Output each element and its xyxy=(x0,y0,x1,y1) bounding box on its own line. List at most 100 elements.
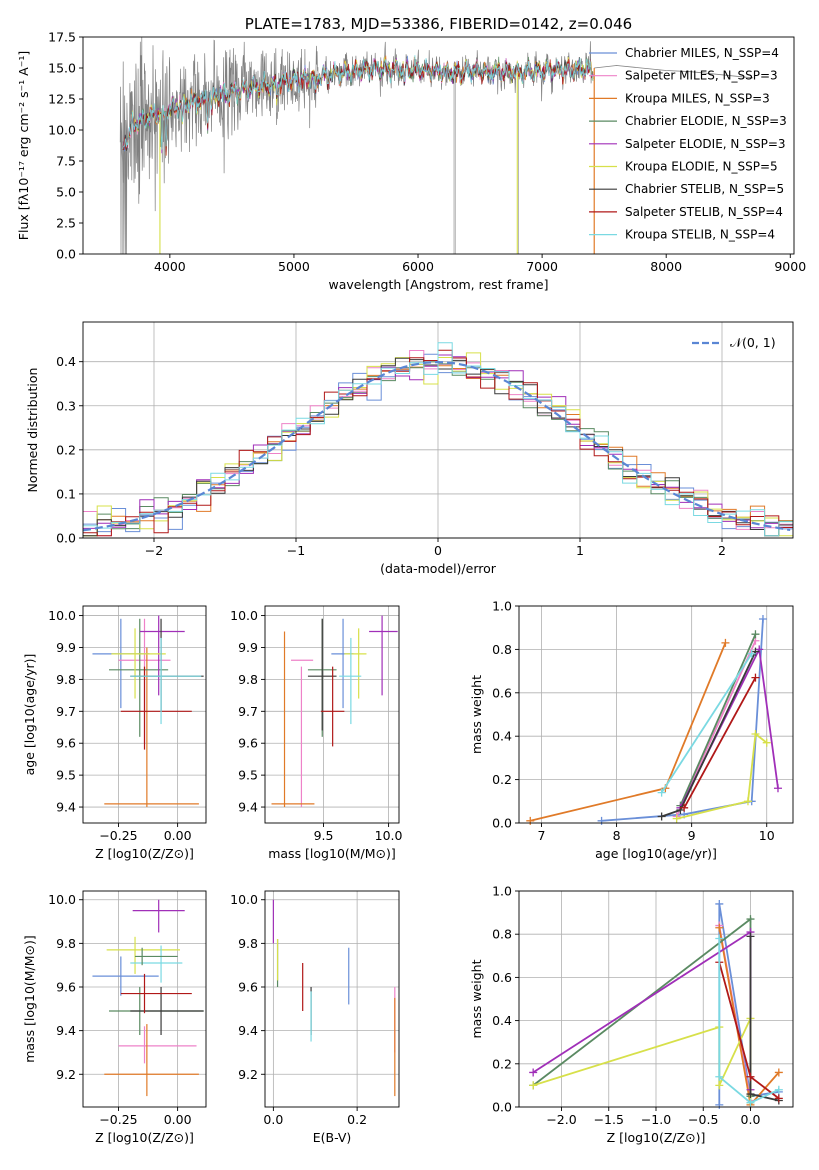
spectrum-ytick-label: 0.0 xyxy=(56,247,76,262)
age_vs_mass-ytick-label: 9.6 xyxy=(238,736,258,751)
mass_vs_Z-point-0 xyxy=(92,956,159,996)
weight_vs_Z-marker-7-2 xyxy=(774,1094,783,1103)
age_vs_Z-point-6 xyxy=(130,618,204,712)
residuals-ytick-label: 0.2 xyxy=(56,442,76,457)
spectrum-xlabel: wavelength [Angstrom, rest frame] xyxy=(328,277,548,292)
residual-histogram-8 xyxy=(83,342,793,537)
weight_vs_Z-marker-8-2 xyxy=(746,1098,755,1107)
mass_vs_Z-panel: −0.25 0.00 9.2 9.4 9.6 9.8 10.0 Z [log10(Z/Z⊙)]… xyxy=(22,890,207,1145)
residuals-panel: −2 −1 0 1 2 0.0 0.1 0.2 0.3 0.4 (data-model)/error… xyxy=(25,321,794,576)
age_vs_Z-frame xyxy=(82,605,207,824)
weight_vs_age-ylabel: mass weight xyxy=(469,675,484,754)
age_vs_mass-panel: 9.5 10.0 9.4 9.5 9.6 9.7 9.8 9.9 10.0 mass [log10… xyxy=(230,605,403,861)
weight_vs_age-marker-0-3 xyxy=(758,615,767,624)
spectrum-ytick-label: 15.0 xyxy=(48,61,76,76)
weight_vs_Z-xtick-label: −1.0 xyxy=(641,1112,671,1127)
mass_vs_Z-ytick-label: 9.8 xyxy=(56,936,76,951)
weight_vs_Z-marker-6-1 xyxy=(746,1090,755,1099)
mass_vs_Z-point-4 xyxy=(132,899,185,933)
weight_vs_Z-marker-0-1 xyxy=(715,899,724,908)
weight_vs_age-series-line-4 xyxy=(679,646,779,809)
mass_vs_Z-ytick-label: 9.2 xyxy=(56,1067,76,1082)
mass_vs_Z-point-6 xyxy=(130,987,204,1035)
weight_vs_Z-series-line-3 xyxy=(532,917,752,1097)
weight_vs_age-marker-6-0 xyxy=(657,812,666,821)
age_vs_Z-ytick-label: 9.8 xyxy=(56,672,76,687)
mass_vs_Z-frame xyxy=(82,890,207,1108)
legend-label-1: Salpeter MILES, N_SSP=3 xyxy=(625,69,778,83)
weight_vs_age-marker-8-1 xyxy=(747,649,756,658)
mass_vs_EBV-frame xyxy=(264,890,400,1108)
weight_vs_age-marker-4-2 xyxy=(773,784,782,793)
spectrum-ytick-label: 17.5 xyxy=(48,30,76,45)
age_vs_mass-xlabel: mass [log10(M/M⊙)] xyxy=(268,846,396,861)
mass_vs_EBV-ytick-label: 9.4 xyxy=(238,1023,258,1038)
residuals-legend: 𝒩(0, 1) xyxy=(692,335,776,350)
age_vs_mass-ytick-label: 9.4 xyxy=(238,800,258,815)
mass_vs_EBV-ytick-label: 10.0 xyxy=(230,892,258,907)
age_vs_Z-xlabel: Z [log10(Z/Z⊙)] xyxy=(95,846,194,861)
weight_vs_age-marker-8-0 xyxy=(657,788,666,797)
residuals-xtick-label: −1 xyxy=(287,543,305,558)
spectrum-ytick-label: 5.0 xyxy=(56,185,76,200)
weight_vs_Z-ytick-label: 0.8 xyxy=(492,927,512,942)
spectrum-panel: 4000 5000 6000 7000 8000 9000 0.0 2.5 5.0 7.5 10.0… xyxy=(16,15,806,292)
legend-label-0: Chabrier MILES, N_SSP=4 xyxy=(625,46,779,60)
weight_vs_Z-xlabel: Z [log10(Z/Z⊙)] xyxy=(607,1130,706,1145)
weight_vs_Z-marker-5-2 xyxy=(715,1081,724,1090)
mass_vs_EBV-xlabel: E(B-V) xyxy=(313,1130,352,1145)
mass_vs_Z-xlabel: Z [log10(Z/Z⊙)] xyxy=(95,1130,194,1145)
mass_vs_EBV-panel: 0.0 0.2 9.2 9.4 9.6 9.8 10.0 E(B-V) xyxy=(230,890,400,1145)
spectrum-xtick-label: 7000 xyxy=(526,259,558,274)
age_vs_Z-ylabel: age [log10(age/yr)] xyxy=(22,654,37,776)
age_vs_Z-point-7 xyxy=(120,666,192,750)
age_vs_mass-xtick-label: 9.5 xyxy=(314,828,334,843)
weight_vs_Z-series-line-4 xyxy=(532,930,752,1090)
age_vs_mass-point-8 xyxy=(339,637,362,725)
weight_vs_age-marker-2-0 xyxy=(526,816,535,825)
mass_vs_EBV-ytick-label: 9.6 xyxy=(238,980,258,995)
mass_vs_Z-ylabel: mass [log10(M/M⊙)] xyxy=(22,935,37,1063)
weight_vs_Z-series-line-8 xyxy=(718,938,780,1104)
weight_vs_Z-ytick-label: 0.2 xyxy=(492,1056,512,1071)
spectrum-xtick-label: 4000 xyxy=(154,259,186,274)
spectrum-ylabel: Flux [fλ10⁻¹⁷ erg cm⁻² s⁻¹ A⁻¹] xyxy=(16,51,31,240)
age_vs_Z-point-4 xyxy=(139,615,185,696)
mass_vs_Z-xtick-label: −0.25 xyxy=(99,1112,137,1127)
mass_vs_Z-point-7 xyxy=(120,973,192,1014)
weight_vs_age-ytick-label: 0.2 xyxy=(492,772,512,787)
weight_vs_Z-marker-8-3 xyxy=(774,1085,783,1094)
weight_vs_Z-xtick-label: −0.5 xyxy=(688,1112,718,1127)
mass_vs_Z-ytick-label: 9.6 xyxy=(56,980,76,995)
age_vs_mass-ytick-label: 10.0 xyxy=(230,608,258,623)
residuals-ytick-label: 0.1 xyxy=(56,486,76,501)
spectrum-xtick-label: 6000 xyxy=(402,259,434,274)
weight_vs_Z-marker-7-1 xyxy=(746,1072,755,1081)
legend-label-2: Kroupa MILES, N_SSP=3 xyxy=(625,91,770,105)
weight_vs_age-ytick-label: 0.0 xyxy=(492,816,512,831)
residuals-xtick-label: −2 xyxy=(145,543,163,558)
age_vs_Z-panel: −0.25 0.00 9.4 9.5 9.6 9.7 9.8 9.9 10.0 Z [log10(… xyxy=(22,605,207,861)
weight_vs_age-frame xyxy=(518,605,794,824)
mass_vs_Z-xtick-label: 0.00 xyxy=(164,1112,192,1127)
residuals-xtick-label: 1 xyxy=(576,543,584,558)
legend-label-8: Kroupa STELIB, N_SSP=4 xyxy=(625,228,775,242)
mass_vs_Z-ytick-label: 9.4 xyxy=(56,1023,76,1038)
spectrum-title: PLATE=1783, MJD=53386, FIBERID=0142, z=0… xyxy=(245,15,632,33)
spectrum-model-line-8 xyxy=(122,55,594,150)
spectrum-frame xyxy=(82,36,795,255)
weight_vs_Z-xtick-label: −2.0 xyxy=(546,1112,576,1127)
age_vs_mass-xtick-label: 10.0 xyxy=(375,828,403,843)
age_vs_Z-xtick-label: −0.25 xyxy=(99,828,137,843)
weight_vs_Z-ylabel: mass weight xyxy=(469,959,484,1038)
weight_vs_age-series-line-3 xyxy=(679,633,757,806)
spectrum-xtick-label: 8000 xyxy=(650,259,682,274)
weight_vs_Z-ytick-label: 0.4 xyxy=(492,1013,512,1028)
weight_vs_Z-marker-2-0 xyxy=(715,923,724,932)
mass_vs_Z-point-1 xyxy=(118,1026,197,1064)
mass_vs_Z-ytick-label: 10.0 xyxy=(48,892,76,907)
age_vs_mass-point-0 xyxy=(331,618,354,709)
residuals-xtick-label: 0 xyxy=(434,543,442,558)
weight_vs_Z-panel: −2.0 −1.5 −1.0 −0.5 0.0 0.0 0.2 0.4 0.6 0.8 1.0 Z [… xyxy=(469,884,794,1145)
age_vs_mass-frame xyxy=(264,605,400,824)
